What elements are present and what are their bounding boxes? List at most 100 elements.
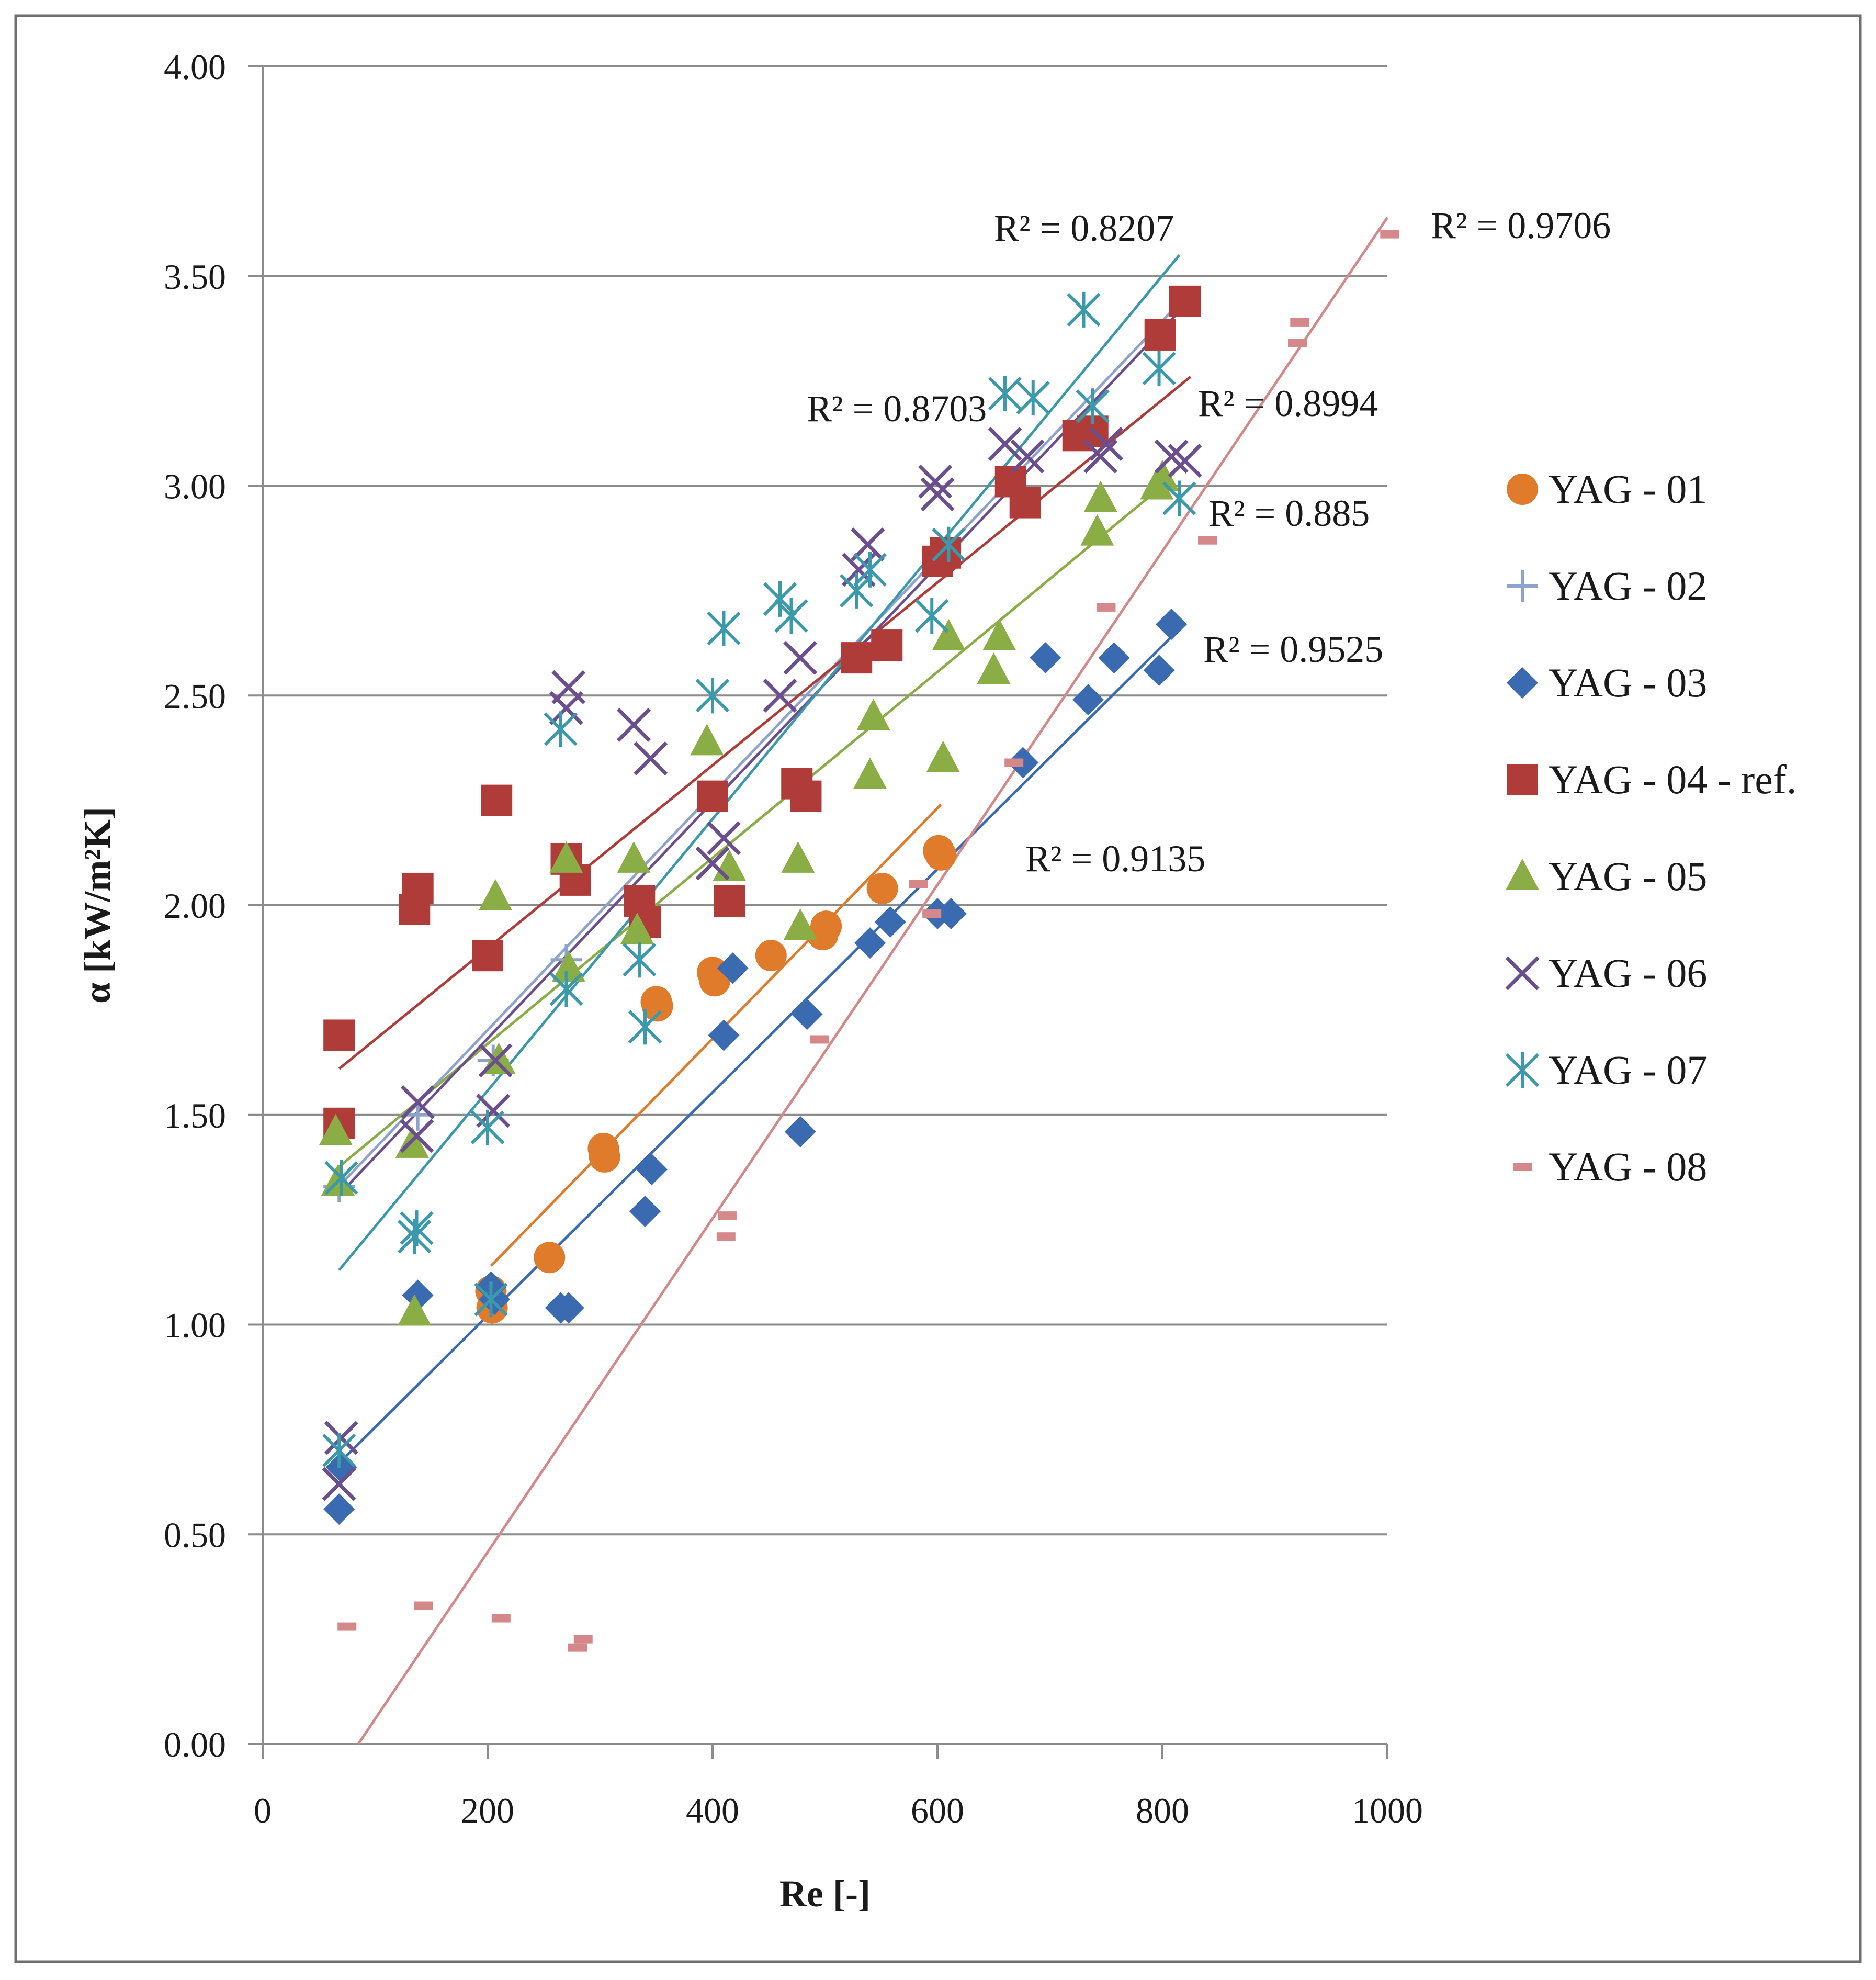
data-point-series-5 bbox=[479, 879, 513, 910]
data-point-series-7 bbox=[1067, 291, 1101, 328]
legend-marker bbox=[1507, 474, 1538, 505]
y-tick-label: 1.00 bbox=[164, 1306, 226, 1345]
data-point-series-8 bbox=[1004, 758, 1024, 767]
data-point-series-6 bbox=[918, 465, 953, 499]
legend-label: YAG - 07 bbox=[1549, 1047, 1707, 1093]
data-point-series-6 bbox=[920, 477, 955, 512]
y-tick-label: 0.00 bbox=[164, 1725, 226, 1764]
data-point-series-7 bbox=[707, 611, 741, 647]
data-point-series-7 bbox=[1142, 351, 1176, 387]
data-point-series-7 bbox=[1162, 480, 1196, 516]
trendline-series-7 bbox=[338, 254, 1181, 1271]
data-point-series-8 bbox=[1290, 318, 1309, 327]
data-point-series-4 bbox=[871, 629, 903, 661]
y-axis-title: α [kW/m²K] bbox=[76, 807, 118, 1004]
data-point-series-4 bbox=[472, 940, 503, 972]
r2-label-series-4: R² = 0.8994 bbox=[1198, 383, 1378, 424]
data-point-series-8 bbox=[716, 1232, 736, 1241]
data-point-series-7 bbox=[1016, 380, 1050, 416]
legend-label: YAG - 03 bbox=[1549, 660, 1707, 705]
data-point-series-7 bbox=[474, 1281, 508, 1318]
data-point-series-5 bbox=[932, 619, 966, 651]
data-point-series-3 bbox=[478, 1284, 510, 1315]
data-point-series-4 bbox=[790, 780, 822, 812]
data-point-series-4 bbox=[323, 1019, 355, 1051]
data-point-series-5 bbox=[319, 1113, 353, 1145]
legend-label: YAG - 05 bbox=[1549, 853, 1707, 899]
data-point-series-3 bbox=[1098, 642, 1130, 674]
data-point-series-8 bbox=[1097, 603, 1116, 612]
data-point-series-1 bbox=[641, 990, 673, 1022]
data-point-series-7 bbox=[544, 711, 578, 747]
r2-label-series-8: R² = 0.9706 bbox=[1431, 205, 1611, 246]
data-point-series-4 bbox=[1009, 487, 1041, 519]
data-point-series-8 bbox=[922, 909, 942, 918]
r2-label-series-1: R² = 0.9135 bbox=[1025, 838, 1205, 880]
x-tick-label: 800 bbox=[1136, 1791, 1189, 1830]
y-tick-label: 3.50 bbox=[164, 257, 226, 297]
data-point-series-4 bbox=[1144, 319, 1176, 351]
r2-label-series-7: R² = 0.8207 bbox=[994, 207, 1174, 249]
data-point-series-7 bbox=[840, 572, 874, 609]
grid-layer bbox=[263, 65, 1387, 1536]
data-point-series-3 bbox=[552, 1292, 584, 1324]
data-point-series-8 bbox=[1198, 536, 1217, 545]
legend-label: YAG - 08 bbox=[1549, 1144, 1707, 1189]
data-point-series-1 bbox=[534, 1242, 566, 1274]
x-axis-title: Re [-] bbox=[779, 1873, 871, 1915]
data-point-series-5 bbox=[982, 619, 1016, 651]
data-point-series-5 bbox=[783, 908, 817, 940]
data-point-series-7 bbox=[988, 376, 1022, 412]
data-point-series-5 bbox=[977, 652, 1011, 684]
data-point-series-8 bbox=[568, 1643, 587, 1652]
legend-marker bbox=[1505, 956, 1540, 991]
data-point-series-5 bbox=[1083, 480, 1117, 512]
data-point-series-4 bbox=[1169, 285, 1201, 317]
data-point-series-5 bbox=[617, 841, 651, 873]
data-point-series-3 bbox=[784, 1116, 816, 1148]
data-point-series-1 bbox=[810, 910, 842, 942]
data-point-series-5 bbox=[551, 950, 585, 982]
data-point-series-5 bbox=[398, 1294, 432, 1326]
r2-label-series-3: R² = 0.9525 bbox=[1203, 628, 1383, 670]
trendline-series-5 bbox=[335, 485, 1163, 1171]
y-tick-label: 1.50 bbox=[164, 1096, 226, 1135]
data-point-series-8 bbox=[414, 1601, 433, 1610]
data-point-series-7 bbox=[470, 1109, 505, 1145]
data-point-series-7 bbox=[623, 942, 657, 978]
data-point-series-1 bbox=[925, 839, 957, 871]
data-point-series-6 bbox=[400, 1119, 434, 1153]
data-point-series-5 bbox=[853, 757, 887, 789]
x-tick-label: 600 bbox=[911, 1791, 964, 1830]
data-point-series-6 bbox=[617, 707, 651, 742]
legend-marker bbox=[1507, 570, 1538, 602]
data-point-series-3 bbox=[636, 1153, 668, 1185]
data-point-series-1 bbox=[755, 940, 787, 972]
data-point-series-5 bbox=[549, 841, 583, 873]
data-point-series-3 bbox=[708, 1019, 740, 1051]
x-tick-label: 1000 bbox=[1352, 1791, 1423, 1830]
y-tick-label: 4.00 bbox=[164, 47, 226, 87]
data-point-series-5 bbox=[781, 841, 815, 873]
data-point-series-6 bbox=[551, 670, 586, 704]
data-point-series-8 bbox=[337, 1622, 357, 1631]
data-point-series-5 bbox=[690, 724, 724, 756]
data-point-series-6 bbox=[401, 1085, 435, 1120]
data-point-series-7 bbox=[400, 1210, 434, 1246]
data-point-series-6 bbox=[695, 846, 730, 881]
data-point-series-5 bbox=[926, 740, 960, 772]
trendline-series-2 bbox=[338, 296, 1186, 1187]
data-point-series-6 bbox=[988, 426, 1022, 461]
chart-border bbox=[14, 14, 1862, 1963]
data-point-series-7 bbox=[915, 598, 949, 634]
legend-label: YAG - 06 bbox=[1549, 950, 1707, 996]
data-point-series-4 bbox=[697, 780, 728, 812]
data-point-series-8 bbox=[573, 1635, 593, 1644]
data-point-series-5 bbox=[620, 913, 654, 944]
legend-marker bbox=[1507, 667, 1538, 699]
data-point-series-6 bbox=[763, 678, 797, 713]
data-point-series-4 bbox=[481, 784, 513, 816]
data-point-series-7 bbox=[324, 1160, 358, 1196]
data-point-series-8 bbox=[909, 880, 928, 888]
